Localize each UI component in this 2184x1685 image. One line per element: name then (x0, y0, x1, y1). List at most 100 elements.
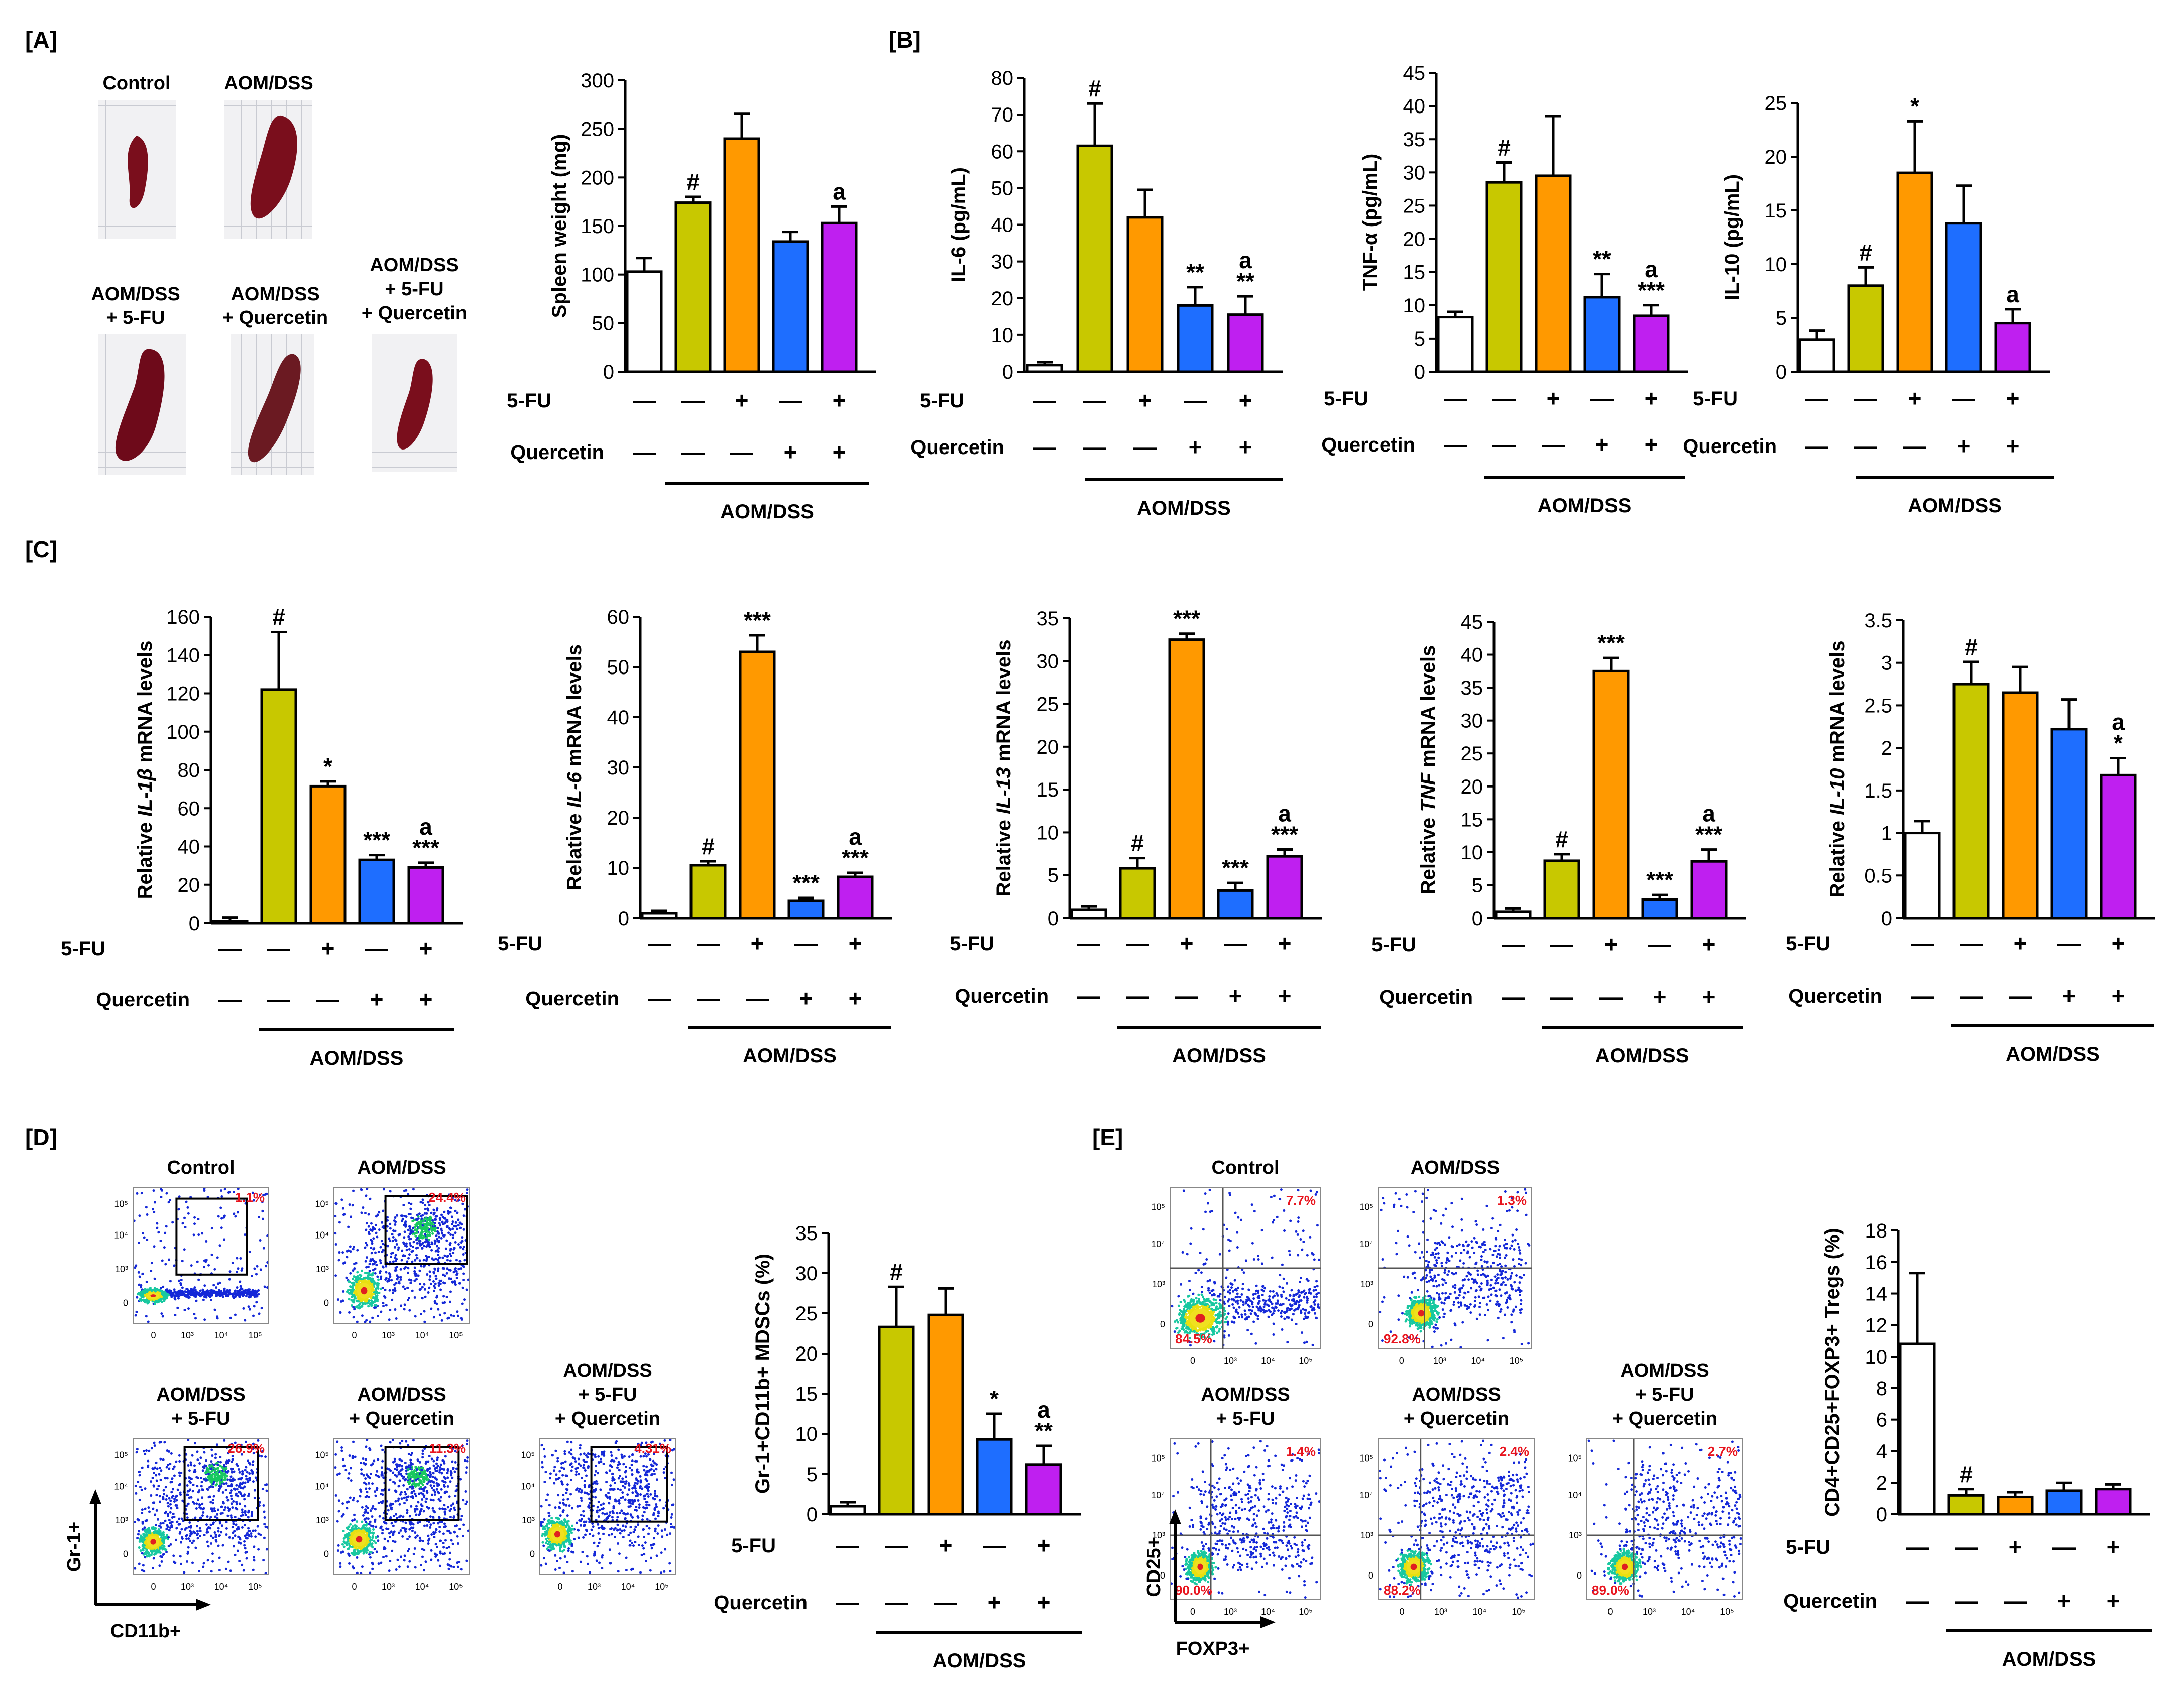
bar-0 (211, 920, 249, 925)
y-tick-label: 30 (795, 1263, 818, 1285)
flow-core-center (150, 1294, 156, 1297)
flow-y-tick: 10³ (115, 1264, 128, 1274)
y-tick-label: 5 (1048, 865, 1059, 887)
significance-1: # (1965, 634, 1978, 660)
row1-sign: + (1278, 930, 1292, 956)
y-tick-label: 50 (607, 656, 630, 679)
y-tick-label: 30 (991, 251, 1014, 273)
y-tick-label: 10 (795, 1423, 818, 1445)
flow-y-tick: 0 (1160, 1570, 1165, 1581)
spleen-fuq (397, 359, 433, 450)
y-tick-label: 0 (618, 908, 629, 930)
flow-gate-percent: 26.9% (227, 1441, 265, 1456)
flow-y-tick: 10⁴ (114, 1230, 128, 1241)
row1-sign: — (1033, 387, 1056, 413)
y-tick-label: 20 (1765, 146, 1787, 168)
row2-sign: + (1278, 983, 1292, 1009)
row-label-5fu: 5-FU (919, 390, 964, 412)
flow-frame (133, 1187, 269, 1324)
row-label-5fu: 5-FU (507, 390, 551, 412)
y-tick-label: 30 (1461, 710, 1483, 732)
row1-sign: — (633, 387, 656, 413)
flow-x-tick: 10³ (382, 1582, 395, 1592)
aomdss-bracket-label: AOM/DSS (1595, 1045, 1689, 1067)
row1-sign: — (1083, 387, 1106, 413)
y-tick-label: 0 (189, 913, 200, 935)
y-tick-label: 20 (795, 1343, 818, 1365)
flow-title: AOM/DSS (357, 1157, 446, 1178)
row2-sign: + (784, 439, 797, 465)
flow-y-tick: 10⁵ (1360, 1202, 1373, 1212)
flow-y-tick: 10⁴ (1568, 1490, 1582, 1500)
flow-plot-e-0: 0 10³ 10⁴ 10⁵ 0 10³ 10⁴ 10⁵ Control 7.7% 84.5% (1151, 1157, 1321, 1366)
flow-gate-percent: 11.3% (429, 1441, 466, 1456)
row2-sign: — (1444, 431, 1467, 458)
flow-y-tick: 10⁵ (315, 1199, 329, 1209)
y-tick-label: 250 (581, 119, 614, 141)
y-label-post: mRNA levels (1826, 640, 1849, 768)
flow-x-tick: 10⁵ (1299, 1607, 1312, 1617)
row1-sign: — (885, 1532, 908, 1558)
y-tick-label: 2 (1876, 1472, 1887, 1494)
flow-dots (334, 1438, 470, 1575)
row2-sign: — (730, 439, 753, 465)
y-tick-label: 10 (1461, 842, 1483, 864)
panel-label-a: [A] (25, 27, 57, 53)
row2-sign: + (1229, 983, 1242, 1009)
flow-x-tick: 10³ (1434, 1607, 1447, 1617)
row2-sign: + (1653, 984, 1667, 1010)
flow-y-tick: 10³ (1360, 1279, 1373, 1289)
row2-sign: + (2006, 433, 2020, 459)
flow-x-tick: 10⁴ (1471, 1356, 1485, 1366)
significance-2: * (1910, 93, 1919, 119)
flow-x-tick: 10³ (1224, 1356, 1237, 1366)
bar-1 (689, 864, 727, 920)
y-axis-label: TNF-α (pg/mL) (1359, 154, 1382, 291)
row2-sign: — (1542, 431, 1565, 458)
flow-dots (133, 1438, 269, 1575)
significance-1: # (1555, 826, 1568, 852)
y-axis-label: Spleen weight (mg) (548, 134, 570, 318)
row1-sign: + (1037, 1532, 1051, 1558)
flow-x-tick: 10⁵ (449, 1330, 463, 1340)
row1-sign: — (1805, 385, 1828, 411)
flow-y-tick: 10⁵ (315, 1450, 329, 1460)
flow-title: AOM/DSS (357, 1384, 446, 1405)
flow-core-center (356, 1536, 363, 1543)
y-tick-label: 30 (1037, 650, 1059, 672)
spleen-control (128, 136, 148, 208)
y-tick-label: 35 (795, 1222, 818, 1245)
e-x-axis-label: FOXP3+ (1176, 1638, 1250, 1659)
row2-sign: — (1492, 431, 1516, 458)
aomdss-bracket-label: AOM/DSS (1172, 1045, 1266, 1067)
y-axis-label: Gr-1+CD11b+ MDSCs (%) (752, 1254, 774, 1494)
y-tick-label: 20 (991, 288, 1014, 310)
bar-4 (1994, 322, 2031, 373)
y-tick-label: 18 (1865, 1220, 1888, 1242)
panel-label-b: [B] (889, 27, 921, 53)
flow-ur-percent: 2.7% (1708, 1444, 1738, 1459)
row1-sign: + (419, 935, 433, 961)
flow-y-tick: 10³ (522, 1515, 535, 1525)
significance-3: *** (1222, 855, 1249, 881)
flow-y-tick: 10⁵ (114, 1199, 128, 1209)
row-label-quercetin: Quercetin (1783, 1590, 1877, 1612)
d-y-arrow-head (89, 1489, 101, 1504)
bar-4 (1025, 1463, 1062, 1516)
bar-3 (1583, 296, 1621, 373)
flow-x-tick: 10⁴ (1681, 1607, 1695, 1617)
flow-y-tick: 10⁵ (521, 1450, 535, 1460)
y-tick-label: 8 (1876, 1378, 1887, 1400)
bar-0 (1899, 1342, 1936, 1516)
flow-y-tick: 10⁴ (1359, 1239, 1373, 1249)
row1-sign: — (794, 930, 818, 956)
flow-y-tick: 0 (324, 1549, 329, 1559)
y-tick-label: 15 (1037, 779, 1059, 801)
row-label-quercetin: Quercetin (1788, 985, 1882, 1007)
flow-y-tick: 10³ (316, 1264, 329, 1274)
flow-ur-percent: 1.4% (1286, 1444, 1316, 1459)
y-tick-label: 0 (1002, 361, 1013, 383)
row1-sign: — (1590, 385, 1614, 411)
y-axis-label: Relative IL-1β mRNA levels (134, 641, 156, 900)
y-tick-label: 15 (1765, 200, 1787, 222)
